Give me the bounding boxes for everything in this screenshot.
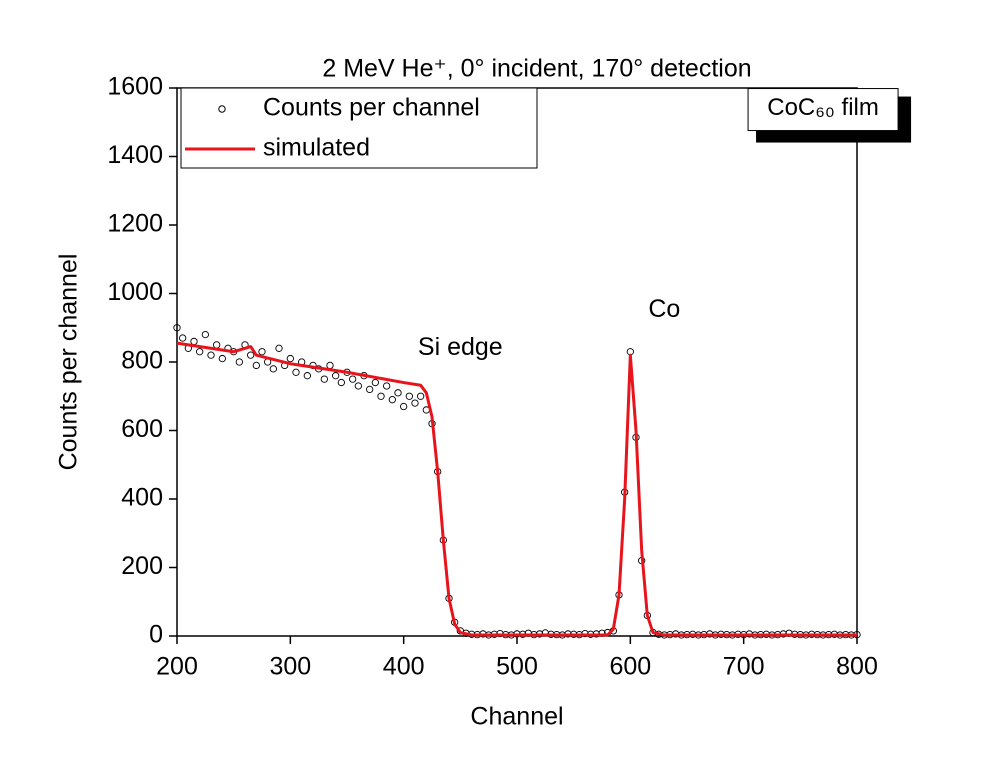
data-point xyxy=(173,324,181,332)
data-point xyxy=(320,375,328,383)
data-point xyxy=(213,341,221,349)
data-point xyxy=(201,330,209,339)
data-point xyxy=(377,392,385,400)
annotation: CoC₆₀ film xyxy=(767,94,879,121)
data-point xyxy=(383,382,391,390)
y-tick-label: 400 xyxy=(121,484,163,512)
y-tick-label: 200 xyxy=(121,552,163,580)
data-point xyxy=(337,378,345,387)
y-tick-label: 1600 xyxy=(107,73,163,101)
data-point xyxy=(275,344,283,352)
data-point xyxy=(366,385,374,394)
chart-title: 2 MeV He⁺, 0° incident, 170° detection xyxy=(322,55,751,83)
data-point xyxy=(235,358,243,366)
x-tick-label: 200 xyxy=(156,653,198,681)
data-point xyxy=(371,378,379,387)
data-point xyxy=(196,348,204,356)
data-point xyxy=(354,382,362,390)
data-point xyxy=(388,396,396,404)
x-tick-label: 600 xyxy=(609,653,651,681)
y-tick-label: 600 xyxy=(121,415,163,443)
data-point xyxy=(326,361,334,370)
annotation-box xyxy=(747,88,899,132)
legend-marker xyxy=(218,105,226,113)
y-axis-label: Counts per channel xyxy=(55,254,83,471)
data-point xyxy=(286,354,294,363)
y-tick-label: 800 xyxy=(121,347,163,375)
legend-label: simulated xyxy=(263,134,370,162)
data-point xyxy=(394,389,402,397)
x-tick-label: 400 xyxy=(383,653,425,681)
y-tick-label: 1200 xyxy=(107,210,163,238)
simulated-line xyxy=(176,341,857,637)
x-axis-label: Channel xyxy=(470,703,563,731)
data-point xyxy=(258,348,266,356)
data-point xyxy=(269,365,277,373)
data-point xyxy=(349,375,357,383)
x-tick-label: 500 xyxy=(496,653,538,681)
data-point xyxy=(292,368,300,376)
data-point xyxy=(207,351,215,359)
x-tick-label: 300 xyxy=(269,653,311,681)
x-tick-label: 700 xyxy=(723,653,765,681)
data-point xyxy=(218,354,226,363)
data-point xyxy=(417,392,425,400)
y-tick-label: 1000 xyxy=(107,278,163,306)
data-point xyxy=(179,334,187,342)
data-point xyxy=(411,399,419,407)
data-point xyxy=(332,372,340,380)
annotation: Si edge xyxy=(418,333,503,361)
data-point xyxy=(252,361,260,370)
annotation: Co xyxy=(648,295,680,323)
data-point xyxy=(400,402,408,411)
data-point xyxy=(190,337,198,346)
legend-label: Counts per channel xyxy=(263,94,480,122)
data-point xyxy=(247,351,255,359)
y-tick-label: 0 xyxy=(149,621,163,649)
y-tick-label: 1400 xyxy=(107,141,163,169)
data-point xyxy=(303,372,311,380)
legend-box xyxy=(180,87,538,169)
data-point xyxy=(405,392,413,400)
x-tick-label: 800 xyxy=(836,653,878,681)
